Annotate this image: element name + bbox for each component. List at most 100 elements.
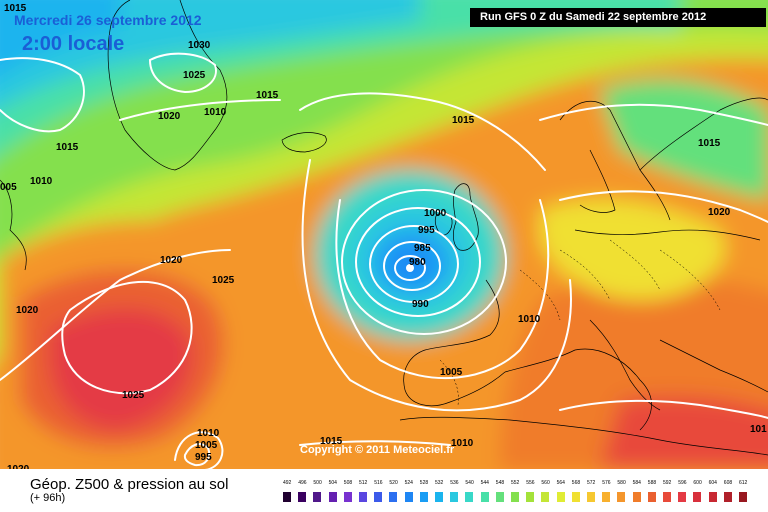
coastline-baltic-south [574, 229, 761, 241]
scale-swatch [450, 492, 459, 502]
z500-color-field [0, 0, 768, 470]
isobar-1010 [301, 159, 572, 412]
scale-value: 560 [541, 480, 550, 486]
isobar-label: 1005 [195, 440, 218, 451]
isobar-label: 1015 [4, 3, 27, 14]
field-southeast-red [600, 396, 768, 470]
isobar-label: 1005 [440, 367, 463, 378]
isobar-label: 1010 [30, 176, 53, 187]
isobar-985 [383, 241, 441, 291]
scale-value: 508 [343, 480, 353, 486]
isobar-label: 1015 [256, 90, 279, 101]
coastline-canada [0, 179, 27, 271]
scale-value: 528 [419, 480, 429, 486]
scale-value: 568 [571, 480, 581, 486]
scale-swatch [419, 492, 428, 502]
isobar-label: 995 [195, 452, 212, 463]
isobar-980 [394, 255, 426, 281]
scale-swatch [587, 492, 595, 502]
isobar-990 [369, 225, 459, 303]
isobar-label: 1020 [708, 207, 731, 218]
isobar-label: 1010 [197, 428, 220, 439]
isobar-label: 1030 [188, 40, 211, 51]
isobar-label: 1020 [7, 464, 30, 470]
border-ukraine [659, 249, 721, 311]
scale-swatch [708, 492, 717, 502]
scale-swatch [663, 492, 671, 502]
scale-swatch [465, 492, 474, 502]
copyright-notice: Copyright © 2011 Meteociel.fr [300, 444, 455, 456]
isobar-label: 005 [0, 182, 17, 193]
scale-swatch [328, 492, 337, 502]
coastline-norway-south [579, 149, 616, 213]
scale-swatch [571, 492, 580, 502]
scale-swatch [541, 492, 550, 502]
coastline-iceland [281, 132, 327, 153]
isobar-small-low [183, 443, 211, 467]
isobar-1010-southeast [559, 399, 768, 419]
coastline-italy [589, 319, 661, 411]
field-ridge-core [50, 308, 192, 430]
scale-value: 552 [511, 480, 520, 486]
isobar-label: 1000 [424, 208, 447, 219]
field-scandinavia-green [600, 79, 768, 200]
scale-value: 544 [480, 480, 489, 486]
scale-swatch [283, 492, 291, 502]
isobar-1015-south [299, 440, 451, 446]
isobar-label: 1015 [452, 115, 475, 126]
isobar-label-layer: 1015 1030 1025 1015 1020 1010 1015 1015 1010 005 1… [0, 3, 767, 470]
isobar-1015-nw [0, 57, 85, 133]
scale-swatch [374, 492, 383, 502]
scale-value: 504 [328, 480, 337, 486]
coastline-balkans [659, 339, 768, 393]
scale-value: 604 [708, 480, 717, 486]
scale-swatch [313, 492, 322, 502]
isobar-label: 101 [750, 424, 767, 435]
scale-swatch [526, 492, 535, 502]
border-poland [609, 239, 661, 291]
scale-swatch [617, 492, 626, 502]
scale-value: 524 [404, 480, 413, 486]
borders [439, 239, 721, 406]
scale-swatch [495, 492, 504, 502]
isobar-1025-ridge [61, 280, 193, 395]
isobar-label: 990 [412, 299, 429, 310]
isobar-1005 [335, 199, 550, 380]
coastline-scandinavia [559, 101, 671, 221]
scale-swatch [359, 492, 367, 502]
isobar-label: 1020 [16, 305, 39, 316]
model-run-label: Run GFS 0 Z du Samedi 22 septembre 2012 [470, 8, 766, 27]
isobar-1015-scandinavia [539, 103, 768, 126]
scale-value: 532 [435, 480, 444, 486]
isobar-small-low-outer [174, 431, 224, 470]
scale-swatch [647, 492, 656, 502]
coastline-mediterranean-north [504, 348, 652, 431]
scale-swatch [298, 492, 307, 502]
scale-swatch [739, 492, 747, 502]
geopotential-map: 1015 1030 1025 1015 1020 1010 1015 1015 1010 005 1… [0, 0, 768, 470]
scale-value: 500 [313, 480, 322, 486]
scale-value: 492 [283, 480, 292, 486]
scale-value: 512 [359, 480, 368, 486]
low-symbol [406, 264, 414, 272]
isobar-1015-north [299, 92, 546, 171]
scale-swatch [693, 492, 702, 502]
scale-swatch [404, 492, 413, 502]
scale-value: 584 [632, 480, 641, 486]
scale-value: 536 [450, 480, 459, 486]
scale-value: 520 [389, 480, 398, 486]
scale-value: 608 [723, 480, 733, 486]
scale-value: 556 [526, 480, 535, 486]
isobar-995 [355, 207, 481, 317]
isobar-label: 1025 [212, 275, 235, 286]
scale-swatch [602, 492, 611, 502]
scale-swatch [480, 492, 489, 502]
isobar-label: 980 [409, 257, 426, 268]
forecast-date: Mercredi 26 septembre 2012 [14, 12, 202, 28]
legend-panel [0, 469, 768, 512]
isobar-label: 1020 [158, 111, 181, 122]
legend-subtitle: (+ 96h) [30, 492, 66, 504]
isobar-label: 1015 [320, 436, 343, 447]
coastline-iberia-france [403, 279, 506, 407]
